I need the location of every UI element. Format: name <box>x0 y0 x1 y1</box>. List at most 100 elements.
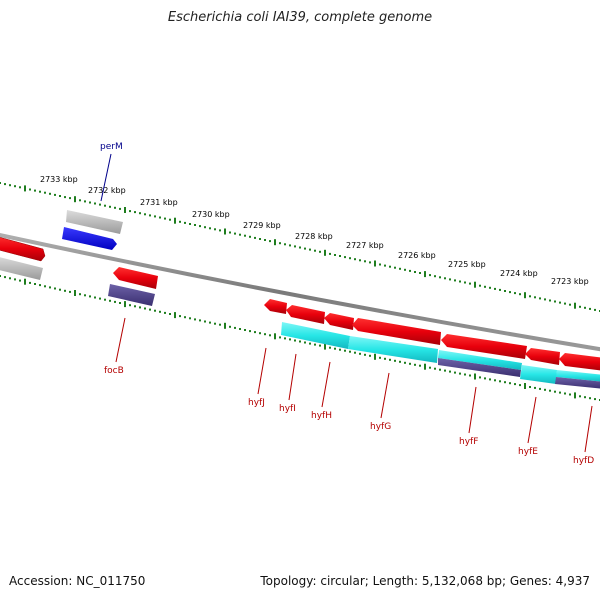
gene-label-hyfF[interactable]: hyfF <box>459 437 478 447</box>
gene-feature-hyfD[interactable] <box>559 353 600 371</box>
gene-feature-focB-purple[interactable] <box>108 284 155 306</box>
rna-feature-hyfD[interactable] <box>555 377 600 389</box>
lower-scale-minor-tick <box>104 298 106 301</box>
gene-feature-hyfG[interactable] <box>352 318 441 345</box>
lower-scale-minor-tick <box>354 351 356 354</box>
leader-hyfI <box>288 353 297 401</box>
lower-scale-minor-tick <box>569 393 571 396</box>
cds-feature-hyfE[interactable] <box>520 365 557 384</box>
gene-label-hyfG[interactable]: hyfG <box>370 422 391 432</box>
upper-scale-minor-tick <box>34 189 36 192</box>
lower-scale-minor-tick <box>169 313 171 315</box>
gene-feature-left-red[interactable] <box>0 236 46 262</box>
upper-scale-major-tick <box>74 196 76 203</box>
upper-scale-minor-tick <box>4 183 6 186</box>
lower-scale-minor-tick <box>199 319 201 322</box>
lower-scale-minor-tick <box>94 296 96 299</box>
gene-feature-hyfE[interactable] <box>525 348 560 365</box>
tick-marks <box>0 182 600 401</box>
cds-feature-hyfI[interactable] <box>281 322 350 349</box>
gene-label-hyfJ[interactable]: hyfJ <box>248 398 265 408</box>
upper-scale-minor-tick <box>184 221 186 224</box>
lower-scale-minor-tick <box>304 341 306 344</box>
upper-scale-minor-tick <box>244 234 246 237</box>
cds-feature-hyfF[interactable] <box>438 350 522 370</box>
cds-feature-hyfG[interactable] <box>348 336 438 363</box>
upper-scale-minor-tick <box>419 272 421 274</box>
lower-scale-minor-tick <box>449 370 451 373</box>
gene-feature-hyfF[interactable] <box>441 334 527 359</box>
upper-scale-minor-tick <box>494 287 496 290</box>
upper-scale-minor-tick <box>329 252 331 255</box>
gene-feature-hyfI[interactable] <box>286 305 325 324</box>
rna-feature-hyfF[interactable] <box>438 358 521 377</box>
upper-scale-minor-tick <box>149 214 151 217</box>
kbp-label-2723: 2723 kbp <box>551 277 589 286</box>
lower-scale-minor-tick <box>319 344 321 347</box>
upper-scale-major-tick <box>474 281 476 288</box>
gene-feature-left-grey[interactable] <box>0 256 43 280</box>
lower-scale-minor-tick <box>444 369 446 372</box>
upper-scale-minor-tick <box>344 256 346 259</box>
lower-scale-major-tick <box>424 363 426 370</box>
lower-scale-minor-tick <box>504 381 506 384</box>
gene-label-hyfD[interactable]: hyfD <box>573 456 594 466</box>
upper-scale-minor-tick <box>139 212 141 215</box>
upper-scale-minor-tick <box>254 236 256 239</box>
leader-hyfG <box>380 372 390 419</box>
upper-scale-major-tick <box>124 207 126 213</box>
upper-scale-minor-tick <box>349 257 351 260</box>
gene-feature-perM-grey[interactable] <box>66 210 123 234</box>
lower-scale-minor-tick <box>579 395 581 398</box>
gene-label-hyfE[interactable]: hyfE <box>518 447 538 457</box>
lower-scale-minor-tick <box>154 309 156 312</box>
lower-scale-minor-tick <box>589 397 591 400</box>
lower-scale-minor-tick <box>149 308 151 311</box>
upper-scale-major-tick <box>324 249 326 256</box>
gene-labels: perM focB hyfJ hyfI hyfH hyfG hyfF hyfE … <box>100 142 594 466</box>
lower-scale-minor-tick <box>184 316 186 319</box>
upper-scale-minor-tick <box>179 220 181 223</box>
lower-scale-minor-tick <box>179 315 181 318</box>
upper-scale-minor-tick <box>319 250 321 253</box>
gene-feature-hyfH[interactable] <box>324 313 354 330</box>
gene-label-hyfI[interactable]: hyfI <box>279 404 296 414</box>
upper-scale-minor-tick <box>549 299 551 302</box>
cds-feature-hyfD[interactable] <box>556 370 600 382</box>
lower-scale-minor-tick <box>269 334 271 337</box>
lower-scale-major-tick <box>574 392 576 399</box>
lower-scale-minor-tick <box>349 350 351 353</box>
upper-scale-minor-tick <box>539 297 541 300</box>
upper-scale-minor-tick <box>114 206 116 209</box>
lower-scale-minor-tick <box>209 321 211 324</box>
upper-scale-major-tick <box>574 302 576 309</box>
lower-scale-minor-tick <box>584 396 586 399</box>
upper-scale-minor-tick <box>309 248 311 251</box>
upper-scale-minor-tick <box>104 204 106 207</box>
upper-scale-minor-tick <box>264 239 266 241</box>
upper-scale-minor-tick <box>234 232 236 235</box>
lower-scale-major-tick <box>74 290 76 296</box>
upper-scale-minor-tick <box>459 280 461 283</box>
gene-label-perM[interactable]: perM <box>100 142 123 152</box>
lower-scale-minor-tick <box>439 368 441 371</box>
upper-scale-minor-tick <box>269 240 271 243</box>
lower-scale-minor-tick <box>64 289 66 292</box>
upper-scale-minor-tick <box>164 217 166 220</box>
gene-label-focB[interactable]: focB <box>104 366 124 376</box>
upper-scale-major-tick <box>424 271 426 278</box>
upper-scale-minor-tick <box>519 293 521 296</box>
upper-scale-minor-tick <box>364 260 366 263</box>
gene-label-hyfH[interactable]: hyfH <box>311 411 332 421</box>
gene-feature-perM-blue[interactable] <box>62 227 117 250</box>
upper-scale-minor-tick <box>284 243 286 246</box>
label-leaders <box>100 153 593 453</box>
lower-scale-minor-tick <box>454 371 456 374</box>
gene-feature-hyfJ[interactable] <box>264 299 287 314</box>
lower-scale-minor-tick <box>14 278 16 281</box>
upper-scale-minor-tick <box>529 295 531 298</box>
upper-scale-major-tick <box>24 185 26 192</box>
lower-scale-minor-tick <box>334 347 336 350</box>
upper-scale-minor-tick <box>584 306 586 309</box>
gene-feature-focB-red[interactable] <box>113 267 158 289</box>
